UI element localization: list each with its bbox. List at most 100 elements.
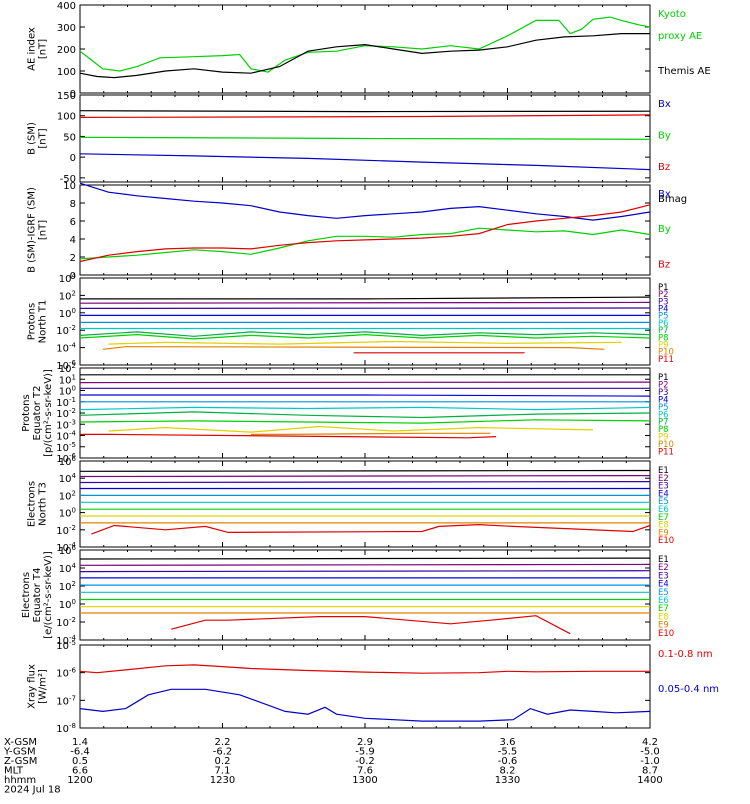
legend-entry: By xyxy=(658,131,671,142)
legend-entry: proxy AE xyxy=(658,31,702,42)
legend-entry: Bx xyxy=(658,99,671,110)
panel-3-y-tick-label: 10 xyxy=(63,181,76,192)
series-line-p7 xyxy=(80,412,650,418)
panel-6-frame xyxy=(80,461,650,547)
legend-entry: Bz xyxy=(658,259,670,270)
series-line-e1 xyxy=(80,471,650,472)
panel-1-y-axis-label: AE index xyxy=(27,27,38,71)
panel-3-y-axis-label: B (SM)-IGRF (SM) xyxy=(27,187,38,273)
series-line-e2 xyxy=(80,564,650,565)
panel-8-y-axis-label: Xray flux xyxy=(27,664,38,709)
panel-6-y-axis-label: North T3 xyxy=(38,482,49,526)
panel-6-y-axis-label: Electrons xyxy=(27,481,38,527)
series-line-e2 xyxy=(80,476,650,477)
legend-entry: By xyxy=(658,224,671,235)
panel-6-y-tick-label: 100 xyxy=(59,507,76,520)
panel-2-y-tick-label: 150 xyxy=(57,91,76,102)
legend-entry: Bz xyxy=(658,162,670,173)
panel-6-y-tick-label: 106 xyxy=(59,455,77,468)
panel-5-y-axis-label: Protons xyxy=(21,394,32,431)
series-line-p10 xyxy=(251,433,490,434)
panel-7-y-tick-label: 104 xyxy=(59,562,77,575)
panel-2-y-axis-label: B (SM) xyxy=(27,122,38,155)
panel-7-y-axis-label: [e/(cm²-s-sr-keV)] xyxy=(43,551,54,639)
panel-3-y-tick-label: 2 xyxy=(70,253,76,264)
series-line-e10 xyxy=(91,525,650,535)
series-line-e10 xyxy=(171,616,570,634)
panel-2-y-tick-label: 100 xyxy=(57,112,76,123)
series-line-themis-ae xyxy=(80,34,650,78)
series-line-by xyxy=(80,137,650,139)
panel-8-y-tick-label: 10-5 xyxy=(56,639,76,652)
legend-entry: E10 xyxy=(658,536,674,546)
panel-6-y-tick-label: 10-2 xyxy=(56,524,76,537)
series-line-p10 xyxy=(103,347,605,350)
legend-entry: E10 xyxy=(658,629,674,639)
panel-1-y-tick-label: 200 xyxy=(57,45,76,56)
axis-row-value: 1330 xyxy=(495,775,520,786)
panel-4-y-tick-label: 100 xyxy=(59,307,76,320)
panel-8-frame xyxy=(80,645,650,728)
legend-entry: Kyoto xyxy=(658,9,686,20)
panel-4-y-axis-label: Protons xyxy=(27,303,38,340)
legend-entry: Bx xyxy=(658,189,671,200)
panel-2-y-tick-label: 0 xyxy=(70,153,76,164)
panel-7-y-axis-label: Electrons xyxy=(21,572,32,618)
panel-1-y-tick-label: 100 xyxy=(57,67,76,78)
panel-4-y-tick-label: 102 xyxy=(59,289,76,302)
series-line-0-05-0-4-nm xyxy=(80,689,650,721)
panel-8-y-tick-label: 10-8 xyxy=(56,722,76,735)
panel-3-y-tick-label: 4 xyxy=(70,235,76,246)
series-line-by xyxy=(80,228,650,259)
panel-7-frame xyxy=(80,550,650,640)
legend-entry: 0.1-0.8 nm xyxy=(658,649,713,660)
axis-row-value: 1300 xyxy=(352,775,377,786)
panel-1-frame xyxy=(80,5,650,93)
panel-2-y-axis-label: [nT] xyxy=(38,128,49,148)
panel-3-y-tick-label: 6 xyxy=(70,217,76,228)
panel-6-y-tick-label: 102 xyxy=(59,489,76,502)
series-line-0-1-0-8-nm xyxy=(80,665,650,673)
panel-7-y-tick-label: 10-2 xyxy=(56,616,76,629)
panel-1-y-tick-label: 300 xyxy=(57,23,76,34)
panel-3-y-axis-label: [nT] xyxy=(38,220,49,240)
legend-entry: 0.05-0.4 nm xyxy=(658,684,719,695)
series-line-e3 xyxy=(80,482,650,483)
series-line-p2 xyxy=(80,302,650,303)
series-line-bmag xyxy=(80,111,650,112)
series-line-p4 xyxy=(80,395,650,396)
series-line-p9 xyxy=(109,427,594,433)
panel-2-y-tick-label: 50 xyxy=(63,132,76,143)
series-line-p1 xyxy=(80,297,650,299)
series-line-p8 xyxy=(80,420,650,423)
panel-4-y-tick-label: 10-2 xyxy=(56,324,76,337)
legend-entry: P11 xyxy=(658,448,674,458)
panel-6-y-tick-label: 104 xyxy=(59,472,77,485)
panel-8-y-axis-label: [W/m²] xyxy=(38,669,49,704)
panel-3-y-tick-label: 8 xyxy=(70,199,76,210)
panel-5-y-axis-label: Equator T2 xyxy=(32,386,43,441)
date-label: 2024 Jul 18 xyxy=(4,785,61,796)
legend-entry: Themis AE xyxy=(657,66,711,77)
series-line-p6 xyxy=(80,407,650,409)
series-line-e3 xyxy=(80,571,650,572)
axis-row-value: 1400 xyxy=(637,775,662,786)
panel-1-y-tick-label: 400 xyxy=(57,1,76,12)
axis-row-value: 1200 xyxy=(67,775,92,786)
panel-4-y-axis-label: North T1 xyxy=(38,300,49,344)
legend-entry: P11 xyxy=(658,355,674,365)
series-line-p8 xyxy=(80,335,650,339)
series-line-bx xyxy=(80,154,650,170)
series-line-bz xyxy=(80,115,650,118)
panel-1-y-axis-label: [nT] xyxy=(38,39,49,59)
panel-7-y-tick-label: 106 xyxy=(59,544,77,557)
series-line-p9 xyxy=(109,342,622,345)
series-line-p2 xyxy=(80,382,650,383)
panel-7-y-tick-label: 100 xyxy=(59,598,76,611)
panel-8-y-tick-label: 10-6 xyxy=(56,667,76,680)
series-line-e1 xyxy=(80,558,650,559)
panel-5-y-axis-label: [p/(cm²-s-sr-keV)] xyxy=(43,369,54,457)
panel-8-y-tick-label: 10-7 xyxy=(56,694,76,707)
